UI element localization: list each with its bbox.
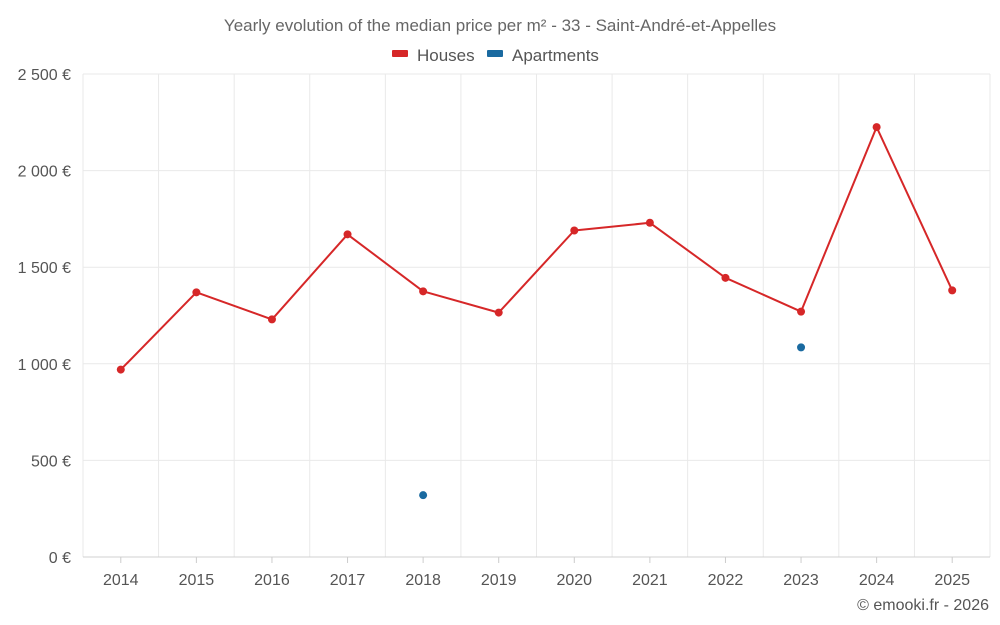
y-tick-label: 500 € xyxy=(31,453,71,470)
y-tick-label: 2 000 € xyxy=(18,164,71,181)
data-point-houses-2018 xyxy=(419,287,428,296)
data-point-houses-2024 xyxy=(872,123,881,132)
legend-item-houses[interactable]: Houses xyxy=(392,46,475,65)
x-tick-label: 2014 xyxy=(103,572,139,589)
legend-swatch-houses xyxy=(392,50,408,57)
legend-label-houses: Houses xyxy=(417,46,475,65)
legend: Houses Apartments xyxy=(392,46,599,65)
data-point-apartments-2023 xyxy=(797,343,806,352)
y-tick-label: 1 000 € xyxy=(18,357,71,374)
chart-title: Yearly evolution of the median price per… xyxy=(224,16,776,35)
x-tick-label: 2017 xyxy=(330,572,366,589)
data-point-houses-2021 xyxy=(645,218,654,227)
data-point-apartments-2018 xyxy=(419,491,428,500)
x-tick-label: 2015 xyxy=(179,572,215,589)
x-tick-label: 2020 xyxy=(556,572,592,589)
series-houses xyxy=(116,123,957,374)
x-tick-label: 2018 xyxy=(405,572,441,589)
legend-item-apartments[interactable]: Apartments xyxy=(487,46,599,65)
x-tick-label: 2019 xyxy=(481,572,517,589)
grid xyxy=(82,73,991,558)
data-point-houses-2015 xyxy=(192,288,201,297)
data-point-houses-2023 xyxy=(797,307,806,316)
y-tick-label: 0 € xyxy=(49,550,71,567)
data-point-houses-2020 xyxy=(570,226,579,235)
x-tick-label: 2023 xyxy=(783,572,819,589)
x-tick-label: 2024 xyxy=(859,572,895,589)
data-point-houses-2017 xyxy=(343,230,352,239)
axes: 0 € 500 € 1 000 € 1 500 € 2 000 € 2 500 € 2014… xyxy=(18,67,990,589)
legend-label-apartments: Apartments xyxy=(512,46,599,65)
series xyxy=(116,123,957,500)
x-tick-label: 2025 xyxy=(934,572,970,589)
legend-swatch-apartments xyxy=(487,50,503,57)
x-tick-label: 2016 xyxy=(254,572,290,589)
x-tick-label: 2021 xyxy=(632,572,668,589)
footer-credit: © emooki.fr - 2026 xyxy=(857,597,989,614)
data-point-houses-2025 xyxy=(948,286,957,295)
data-point-houses-2019 xyxy=(494,308,503,317)
data-point-houses-2016 xyxy=(267,315,276,324)
series-line-houses xyxy=(120,126,954,371)
x-tick-label: 2022 xyxy=(708,572,744,589)
data-point-houses-2022 xyxy=(721,273,730,282)
y-tick-label: 1 500 € xyxy=(18,260,71,277)
series-apartments xyxy=(419,343,806,500)
y-tick-label: 2 500 € xyxy=(18,67,71,84)
data-point-houses-2014 xyxy=(116,365,125,374)
